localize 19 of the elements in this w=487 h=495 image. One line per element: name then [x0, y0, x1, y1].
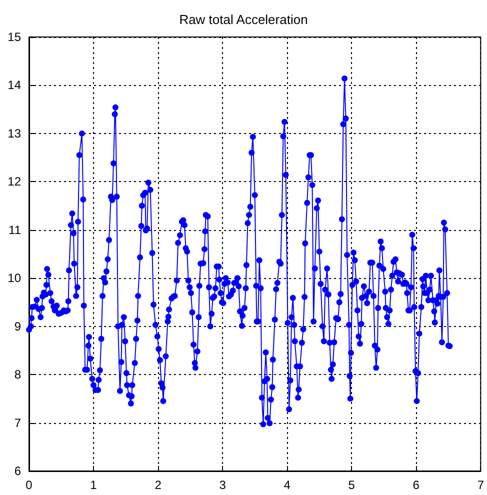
x-tick-label: 7	[477, 478, 484, 492]
y-tick-label: 13	[8, 126, 22, 140]
x-tick-label: 3	[219, 478, 226, 492]
x-tick-label: 4	[284, 478, 291, 492]
y-tick-label: 8	[14, 368, 22, 382]
x-tick-label: 1	[90, 478, 98, 492]
y-tick-label: 9	[14, 319, 22, 334]
x-tick-label: 5	[348, 478, 356, 492]
y-tick-label: 10	[8, 271, 22, 286]
x-tick-label: 2	[154, 478, 162, 492]
y-tick-label: 15	[8, 30, 22, 44]
x-tick-label: 6	[412, 478, 420, 492]
x-tick-label: 0	[26, 478, 33, 492]
y-tick-label: 14	[8, 78, 22, 92]
y-tick-label: 12	[8, 174, 22, 189]
chart-title: Raw total Acceleration	[179, 12, 308, 27]
y-tick-label: 11	[8, 222, 22, 237]
y-tick-label: 6	[14, 464, 22, 478]
y-tick-label: 7	[14, 416, 22, 430]
